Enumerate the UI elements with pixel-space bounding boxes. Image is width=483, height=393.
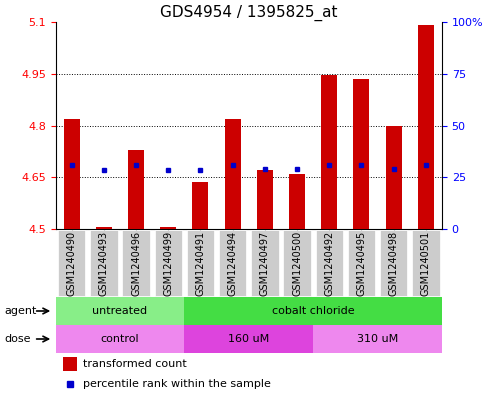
Text: GSM1240494: GSM1240494 [227,230,238,296]
Text: transformed count: transformed count [83,359,186,369]
Bar [192,182,209,229]
Title: GDS4954 / 1395825_at: GDS4954 / 1395825_at [160,4,338,21]
FancyBboxPatch shape [187,230,214,296]
Text: GSM1240493: GSM1240493 [99,230,109,296]
Bar [185,297,442,325]
Text: GSM1240500: GSM1240500 [292,230,302,296]
Bar [56,297,185,325]
Text: GSM1240501: GSM1240501 [421,230,431,296]
Bar [321,75,337,229]
Text: GSM1240498: GSM1240498 [389,230,398,296]
FancyBboxPatch shape [58,230,85,296]
Text: percentile rank within the sample: percentile rank within the sample [83,379,270,389]
Text: GSM1240495: GSM1240495 [356,230,367,296]
Text: 160 uM: 160 uM [228,334,270,344]
Bar [185,325,313,353]
Text: GSM1240491: GSM1240491 [196,230,205,296]
FancyBboxPatch shape [219,230,246,296]
FancyBboxPatch shape [122,230,150,296]
FancyBboxPatch shape [412,230,440,296]
Text: control: control [100,334,139,344]
FancyBboxPatch shape [90,230,117,296]
Text: dose: dose [5,334,31,344]
Text: GSM1240499: GSM1240499 [163,230,173,296]
Text: GSM1240492: GSM1240492 [324,230,334,296]
Bar [56,325,185,353]
FancyBboxPatch shape [348,230,375,296]
FancyBboxPatch shape [315,230,343,296]
Text: GSM1240497: GSM1240497 [260,230,270,296]
Text: GSM1240496: GSM1240496 [131,230,141,296]
Bar [385,125,402,229]
Bar [96,227,112,229]
Text: agent: agent [5,306,37,316]
FancyBboxPatch shape [380,230,407,296]
Bar [289,174,305,229]
Bar [160,227,176,229]
Bar [63,357,77,371]
Bar [354,79,369,229]
Text: 310 uM: 310 uM [357,334,398,344]
Bar [225,119,241,229]
FancyBboxPatch shape [155,230,182,296]
Text: cobalt chloride: cobalt chloride [272,306,355,316]
Bar [64,119,80,229]
Bar [313,325,442,353]
FancyBboxPatch shape [251,230,279,296]
Bar [418,26,434,229]
Bar [257,170,273,229]
Text: GSM1240490: GSM1240490 [67,230,77,296]
FancyBboxPatch shape [284,230,311,296]
Bar [128,150,144,229]
Text: untreated: untreated [92,306,147,316]
